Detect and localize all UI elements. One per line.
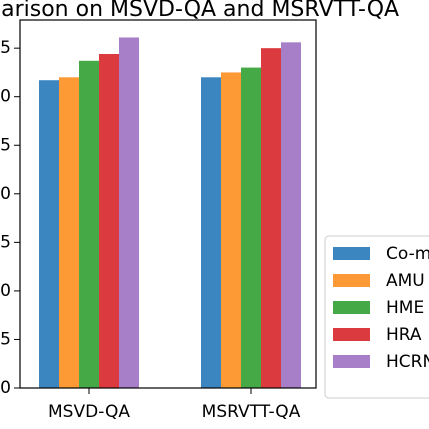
bar: [59, 77, 79, 388]
bar: [281, 42, 301, 388]
y-tick-label: 25: [0, 135, 11, 155]
legend-label: HME: [386, 298, 424, 318]
y-tick-label: 30: [0, 87, 11, 107]
y-tick-label: 20: [0, 184, 11, 204]
bar: [99, 53, 119, 389]
x-tick-label: MSVD-QA: [48, 402, 130, 422]
legend-label: HRA: [386, 325, 422, 345]
legend-swatch: [333, 274, 370, 287]
y-tick-label: 15: [0, 232, 11, 252]
x-tick-label: MSRVTT-QA: [202, 402, 301, 422]
legend-label: HCRN: [386, 352, 429, 372]
y-tick-label: 10: [0, 281, 11, 301]
y-tick-label: 35: [0, 38, 11, 58]
y-tick-label: 5: [0, 329, 11, 349]
legend-swatch: [333, 301, 370, 314]
bar: [241, 67, 261, 389]
legend-label: AMU: [386, 271, 425, 291]
legend-label: Co-memory: [386, 244, 429, 264]
bar: [221, 72, 241, 389]
chart-title: Comparison on MSVD-QA and MSRVTT-QA: [0, 0, 399, 22]
legend-swatch: [333, 355, 370, 368]
axes-frame: [19, 19, 317, 389]
bar: [261, 48, 281, 388]
bar: [119, 37, 139, 389]
y-tick-label: 0: [0, 378, 11, 398]
legend-swatch: [333, 328, 370, 341]
legend-swatch: [333, 247, 370, 260]
bar: [201, 77, 221, 388]
bar: [79, 60, 99, 388]
bar: [39, 80, 59, 388]
